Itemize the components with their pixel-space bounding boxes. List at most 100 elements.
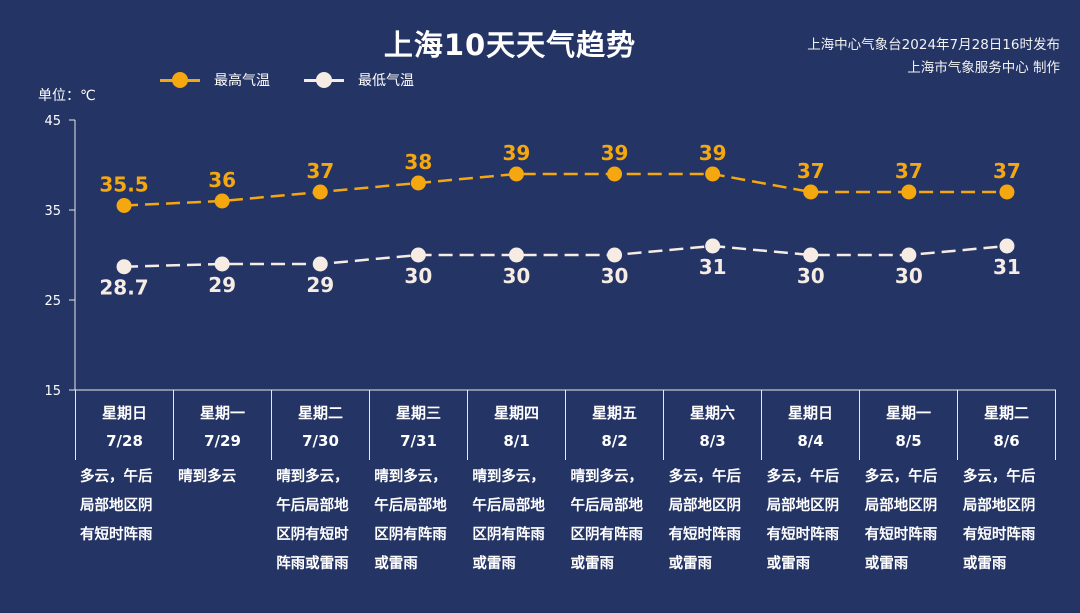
y-tick-label: 35	[44, 204, 61, 219]
date-label: 8/6	[993, 432, 1020, 450]
data-point[interactable]	[607, 247, 623, 263]
weather-description: 多云，午后 局部地区阴 有短时阵雨	[80, 469, 153, 543]
weekday-label: 星期一	[199, 404, 245, 422]
weekday-label: 星期六	[689, 404, 735, 422]
date-label: 7/28	[106, 432, 143, 450]
data-point[interactable]	[901, 184, 917, 200]
data-label: 29	[208, 273, 236, 297]
data-label: 29	[306, 273, 334, 297]
date-label: 8/3	[699, 432, 726, 450]
data-label: 36	[208, 168, 236, 192]
low-temp-marker-icon	[304, 72, 344, 88]
day-header: 星期日 8/4	[762, 390, 860, 460]
data-label: 30	[503, 264, 531, 288]
data-label: 31	[699, 255, 727, 279]
day-header: 星期一 8/5	[860, 390, 958, 460]
data-label: 30	[797, 264, 825, 288]
data-label: 38	[404, 150, 432, 174]
weekday-label: 星期日	[787, 404, 833, 422]
date-label: 8/5	[895, 432, 922, 450]
plot-area: 35.5 36 37 38 39 39 39 37 37 37 28.7 29 29 30 30 30 31 30…	[99, 141, 1021, 300]
data-point[interactable]	[214, 256, 230, 272]
legend-label-high: 最高气温	[214, 73, 270, 89]
unit-label: 单位：℃	[38, 88, 96, 104]
day-header: 星期四 8/1	[468, 390, 566, 460]
date-label: 8/1	[503, 432, 530, 450]
data-label: 37	[306, 159, 334, 183]
data-point[interactable]	[803, 247, 819, 263]
data-label: 37	[993, 159, 1021, 183]
data-label: 39	[699, 141, 727, 165]
legend-label-low: 最低气温	[358, 73, 414, 89]
weather-description: 晴到多云， 午后局部地 区阴有阵雨 或雷雨	[374, 469, 447, 572]
weekday-label: 星期一	[885, 404, 931, 422]
weather-description: 晴到多云， 午后局部地 区阴有阵雨 或雷雨	[472, 469, 545, 572]
data-label: 31	[993, 255, 1021, 279]
data-point[interactable]	[803, 184, 819, 200]
day-header: 星期二 8/6	[958, 390, 1056, 460]
y-tick-label: 25	[44, 294, 61, 309]
chart-legend: 最高气温 最低气温	[160, 70, 448, 90]
data-label: 30	[895, 264, 923, 288]
data-point[interactable]	[312, 256, 328, 272]
data-label: 37	[895, 159, 923, 183]
legend-item-low[interactable]: 最低气温	[304, 70, 414, 90]
data-point[interactable]	[607, 166, 623, 182]
data-point[interactable]	[508, 247, 524, 263]
high-temp-line	[123, 172, 1007, 207]
data-label: 39	[503, 141, 531, 165]
data-point[interactable]	[705, 166, 721, 182]
weekday-label: 星期三	[395, 404, 441, 422]
data-point[interactable]	[705, 238, 721, 254]
data-point[interactable]	[901, 247, 917, 263]
data-label: 37	[797, 159, 825, 183]
date-label: 7/31	[400, 432, 437, 450]
data-point[interactable]	[999, 184, 1015, 200]
weather-description: 晴到多云， 午后局部地 区阴有阵雨 或雷雨	[570, 469, 643, 572]
data-point[interactable]	[312, 184, 328, 200]
date-label: 8/4	[797, 432, 824, 450]
weather-description-row: 多云，午后 局部地区阴 有短时阵雨 晴到多云 晴到多云， 午后局部地 区阴有短时 阵…	[75, 463, 1056, 579]
data-label: 39	[601, 141, 629, 165]
data-label: 30	[601, 264, 629, 288]
day-header: 星期二 7/30	[272, 390, 370, 460]
low-temp-line	[124, 244, 1008, 268]
weekday-label: 星期二	[297, 404, 343, 422]
data-point[interactable]	[410, 175, 426, 191]
weekday-label: 星期二	[983, 404, 1029, 422]
source-line-publisher: 上海中心气象台2024年7月28日16时发布	[807, 37, 1060, 53]
source-info: 上海中心气象台2024年7月28日16时发布 上海市气象服务中心 制作	[807, 34, 1060, 80]
high-temp-marker-icon	[160, 72, 200, 88]
data-point[interactable]	[116, 259, 132, 275]
weather-description: 多云，午后 局部地区阴 有短时阵雨 或雷雨	[766, 469, 840, 572]
day-header: 星期三 7/31	[370, 390, 468, 460]
day-header: 星期五 8/2	[566, 390, 664, 460]
data-point[interactable]	[508, 166, 524, 182]
date-label: 7/29	[204, 432, 241, 450]
data-label: 35.5	[99, 173, 148, 197]
weekday-label: 星期日	[101, 404, 147, 422]
weather-description: 晴到多云	[178, 469, 237, 485]
source-line-maker: 上海市气象服务中心 制作	[907, 60, 1060, 76]
y-tick-label: 15	[44, 384, 61, 399]
data-point[interactable]	[116, 198, 132, 213]
weather-description: 晴到多云， 午后局部地 区阴有短时 阵雨或雷雨	[276, 469, 349, 572]
weekday-label: 星期五	[591, 404, 637, 422]
data-point[interactable]	[410, 247, 426, 263]
legend-item-high[interactable]: 最高气温	[160, 70, 270, 90]
data-point[interactable]	[999, 238, 1015, 254]
weekday-label: 星期四	[493, 404, 539, 422]
date-label: 7/30	[302, 432, 339, 450]
weather-description: 多云，午后 局部地区阴 有短时阵雨 或雷雨	[864, 469, 938, 572]
data-point[interactable]	[214, 193, 230, 209]
weather-description: 多云，午后 局部地区阴 有短时阵雨 或雷雨	[668, 469, 742, 572]
data-label: 28.7	[99, 276, 148, 300]
weather-description: 多云，午后 局部地区阴 有短时阵雨 或雷雨	[962, 469, 1036, 572]
y-tick-label: 45	[44, 114, 61, 129]
data-label: 30	[404, 264, 432, 288]
chart-title: 上海10天天气趋势	[383, 28, 637, 62]
day-header: 星期日 7/28	[75, 390, 174, 460]
day-header: 星期一 7/29	[174, 390, 272, 460]
day-header-row: 星期日 7/28 星期一 7/29 星期二 7/30 星期三 7/31 星期四 8/1 星期五 8/2…	[75, 390, 1056, 460]
